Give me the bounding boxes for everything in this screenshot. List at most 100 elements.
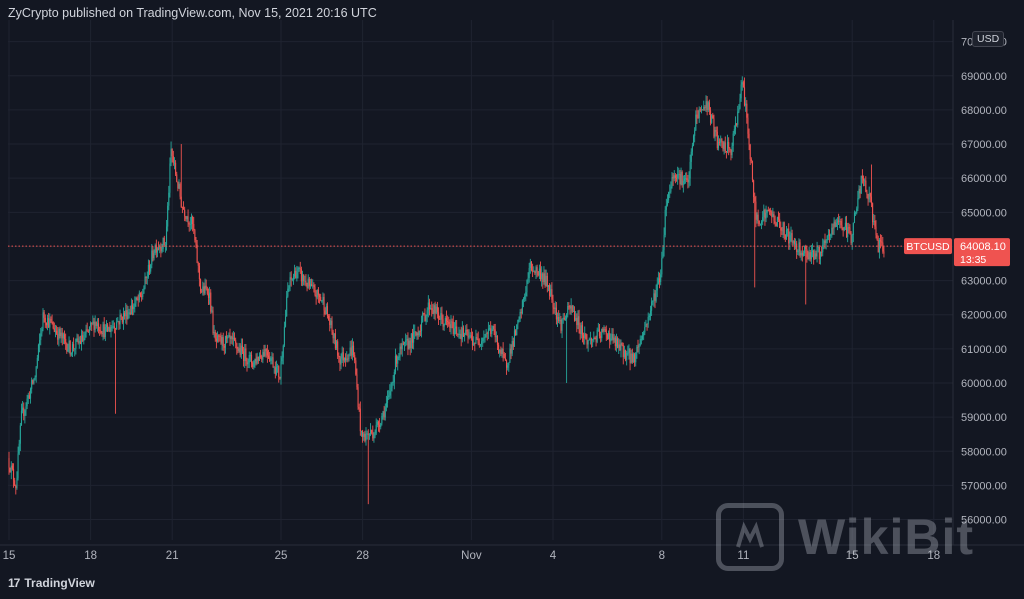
candle-body: [281, 357, 283, 362]
candle-body: [516, 324, 518, 336]
candle-body: [389, 391, 391, 396]
candle-body: [401, 343, 403, 350]
candle-body: [520, 311, 522, 314]
candle-body: [461, 327, 463, 340]
candle-body: [215, 338, 217, 342]
candle-body: [127, 312, 129, 320]
candle-body: [644, 327, 646, 333]
candle-body: [620, 343, 622, 351]
currency-badge[interactable]: USD: [972, 31, 1005, 47]
candle-body: [746, 103, 748, 118]
candle-body: [454, 326, 457, 329]
candle-body: [181, 207, 183, 208]
candle-body: [467, 331, 469, 338]
candle-body: [453, 328, 455, 335]
candle-body: [652, 300, 654, 302]
candle-body: [46, 318, 49, 326]
candle-body: [278, 366, 280, 378]
candle-body: [416, 333, 418, 336]
candle-body: [796, 243, 798, 253]
candle-body: [689, 161, 691, 179]
candle-body: [236, 343, 238, 349]
candle-body: [679, 173, 681, 185]
candle-body: [627, 352, 629, 354]
candle-body: [205, 285, 207, 289]
candle-body: [869, 193, 871, 197]
candle-body: [448, 322, 450, 325]
candle-body: [363, 433, 365, 437]
candle-body: [584, 333, 586, 339]
candle-body: [878, 240, 880, 253]
candle-body: [403, 341, 406, 344]
candle-body: [194, 230, 196, 241]
candle-body: [250, 354, 253, 364]
candle-body: [44, 317, 46, 323]
candle-body: [443, 323, 445, 327]
candle-body: [96, 323, 98, 326]
candle-body: [323, 297, 325, 311]
candle-body: [883, 251, 885, 254]
price-tick-label: 68000.00: [961, 105, 1007, 117]
candle-body: [575, 317, 577, 321]
candle-body: [525, 292, 527, 297]
candle-body: [243, 351, 245, 362]
candle-body: [610, 338, 612, 342]
candle-body: [262, 352, 264, 360]
candle-body: [161, 248, 163, 252]
candle-body: [420, 321, 423, 332]
candle-body: [349, 347, 351, 354]
candle-body: [488, 328, 491, 330]
candle-body: [819, 251, 822, 260]
candle-body: [135, 297, 137, 304]
candle-body: [78, 341, 80, 343]
candle-body: [411, 333, 414, 343]
candle-body: [832, 227, 834, 229]
candle-body: [185, 216, 187, 219]
candle-body: [695, 114, 697, 131]
candle-body: [496, 336, 499, 345]
candle-body: [358, 407, 360, 409]
candle-body: [714, 129, 716, 137]
tradingview-logo[interactable]: 17 TradingView: [8, 576, 95, 590]
candle-body: [434, 305, 436, 314]
candle-body: [62, 334, 64, 339]
candle-body: [351, 345, 353, 356]
candle-body: [223, 345, 225, 348]
candle-body: [765, 212, 767, 219]
candle-body: [338, 355, 340, 358]
candle-body: [858, 188, 860, 199]
candle-body: [172, 156, 174, 163]
candle-body: [713, 118, 715, 137]
candle-body: [105, 324, 108, 328]
candle-body: [354, 355, 356, 361]
candle-body: [801, 252, 803, 256]
candle-body: [550, 289, 552, 296]
candle-body: [583, 335, 585, 339]
candle-body: [490, 328, 492, 334]
candle-body: [187, 216, 189, 223]
candle-body: [732, 133, 734, 146]
candle-body: [32, 380, 34, 384]
candle-body: [558, 317, 560, 322]
candle-body: [749, 144, 751, 160]
candle-body: [246, 361, 248, 365]
candle-body: [146, 276, 148, 278]
date-tick-label: 28: [356, 550, 369, 562]
candle-body: [381, 415, 383, 424]
candle-body: [678, 173, 680, 175]
candle-body: [756, 214, 758, 220]
candle-body: [478, 343, 480, 345]
candle-body: [834, 221, 836, 227]
candle-body: [425, 315, 427, 322]
candle-body: [528, 268, 530, 278]
candle-body: [841, 225, 843, 229]
date-tick-label: 15: [846, 550, 859, 562]
candle-body: [750, 159, 752, 162]
candle-body: [113, 326, 115, 329]
candle-body: [522, 299, 525, 301]
candle-body: [337, 341, 339, 356]
candle-body: [405, 340, 407, 342]
candle-body: [219, 335, 221, 337]
candle-body: [418, 330, 420, 336]
